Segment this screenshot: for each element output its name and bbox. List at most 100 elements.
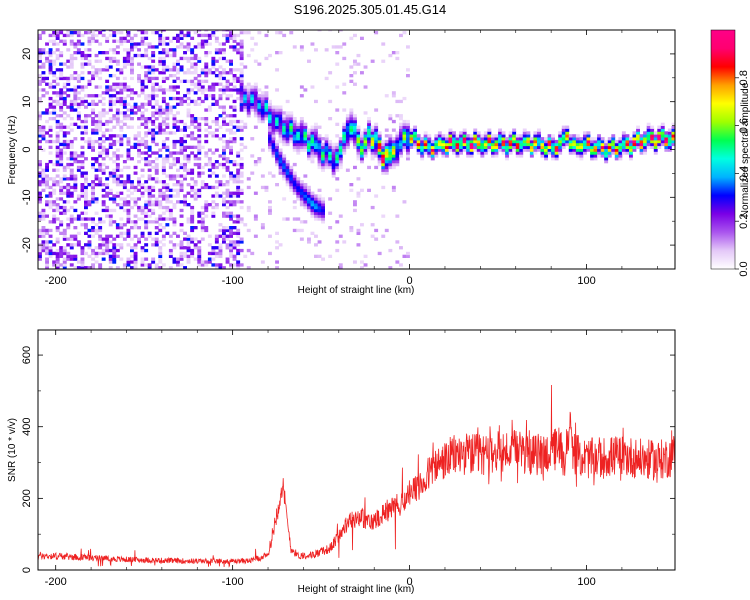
spectrogram-cell	[222, 151, 226, 155]
spectrogram-cell	[186, 108, 191, 112]
spectrogram-cell	[381, 142, 386, 147]
spectrogram-cell	[197, 240, 202, 244]
spectrogram-cell	[278, 168, 283, 172]
spectrogram-cell	[253, 214, 258, 218]
spectrogram-cell	[165, 76, 170, 81]
spectrogram-cell	[515, 134, 520, 138]
spectrogram-cell	[657, 125, 662, 129]
spectrogram-cell	[363, 263, 368, 267]
spectrogram-cell	[176, 33, 180, 38]
spectrogram-cell	[540, 151, 545, 155]
spectrogram-cell	[554, 157, 559, 161]
spectrogram-cell	[172, 119, 177, 124]
spectrogram-cell	[59, 148, 64, 152]
spectrogram-cell	[91, 31, 95, 35]
spectrogram-cell	[122, 231, 127, 235]
spectrogram-cell	[214, 99, 219, 104]
spectrogram-cell	[214, 263, 219, 267]
spectrogram-cell	[38, 214, 42, 218]
spectrogram-cell	[172, 174, 177, 178]
spectrogram-cell	[395, 131, 400, 135]
spectrogram-cell	[126, 260, 131, 264]
spectrogram-cell	[186, 234, 191, 238]
spectrogram-cell	[236, 128, 241, 132]
spectrogram-cell	[522, 142, 527, 147]
spectrogram-cell	[420, 139, 425, 144]
spectrogram-cell	[498, 128, 502, 132]
spectrogram-cell	[384, 165, 389, 170]
spectrogram-cell	[268, 105, 272, 109]
spectrogram-cell	[579, 151, 584, 155]
spectrogram-cell	[338, 45, 343, 49]
spectrogram-cell	[105, 91, 110, 95]
spectrogram-cell	[98, 119, 103, 124]
spectrogram-cell	[310, 125, 315, 129]
spectrogram-cell	[317, 200, 322, 204]
spectrogram-cell	[505, 145, 509, 149]
spectrogram-cell	[52, 51, 57, 55]
spectrogram-cell	[112, 174, 117, 178]
spectrogram-cell	[130, 59, 134, 63]
spectrogram-cell	[108, 128, 113, 132]
spectrogram-cell	[218, 48, 223, 52]
spectrogram-cell	[165, 36, 170, 40]
spectrogram-cell	[69, 59, 74, 63]
spectrogram-cell	[353, 59, 357, 63]
spectrogram-cell	[253, 42, 258, 46]
spectrogram-cell	[636, 139, 640, 144]
spectrogram-cell	[161, 131, 166, 135]
spectrogram-cell	[190, 171, 195, 175]
spectrogram-cell	[41, 168, 46, 172]
spectrogram-cell	[303, 137, 308, 141]
spectrogram-cell	[112, 48, 117, 52]
spectrogram-cell	[38, 248, 42, 253]
spectrogram-cell	[664, 137, 669, 141]
spectrogram-cell	[268, 53, 272, 58]
spectrogram-cell	[271, 151, 276, 155]
spectrogram-cell	[84, 185, 88, 190]
spectrogram-cell	[204, 151, 209, 155]
spectrogram-cell	[55, 168, 60, 172]
spectrogram-cell	[101, 194, 106, 198]
spectrogram-cell	[487, 134, 492, 138]
spectrogram-cell	[140, 234, 145, 238]
spectrogram-cell	[66, 251, 71, 256]
spectrogram-cell	[406, 137, 410, 141]
spectrogram-cell	[126, 137, 131, 141]
spectrogram-cell	[80, 51, 85, 55]
spectrogram-cell	[144, 188, 149, 192]
spectrogram-cell	[207, 108, 212, 112]
spectrogram-cell	[310, 205, 315, 210]
spectrogram-cell	[55, 154, 60, 158]
spectrogram-cell	[80, 165, 85, 170]
spectrogram-cell	[154, 231, 159, 235]
spectrogram-cell	[395, 214, 400, 218]
spectrogram-cell	[579, 139, 584, 144]
spectrogram-cell	[154, 111, 159, 115]
spectrogram-cell	[370, 223, 375, 227]
spectrogram-cell	[45, 260, 49, 264]
spectrogram-cell	[246, 53, 251, 58]
spectrogram-cell	[568, 142, 573, 147]
spectrogram-cell	[455, 137, 460, 141]
spectrogram-cell	[225, 82, 230, 86]
spectrogram-cell	[161, 180, 166, 184]
spectrogram-cell	[62, 260, 67, 264]
spectrogram-cell	[211, 131, 216, 135]
spectrogram-cell	[406, 128, 410, 132]
spectrogram-cell	[137, 205, 141, 210]
spectrogram-cell	[646, 122, 651, 126]
spectrogram-cell	[239, 137, 244, 141]
spectrogram-cell	[353, 142, 357, 147]
spectrogram-cell	[349, 134, 354, 138]
spectrogram-cell	[285, 122, 290, 126]
spectrogram-cell	[108, 234, 113, 238]
spectrogram-cell	[317, 194, 322, 198]
spectrogram-cell	[161, 36, 166, 40]
spectrogram-cell	[243, 96, 248, 101]
spectrogram-x-tick-label: 0	[407, 275, 413, 287]
spectrogram-cell	[66, 145, 71, 149]
spectrogram-cell	[147, 79, 152, 83]
spectrogram-cell	[611, 137, 616, 141]
spectrogram-cell	[144, 160, 149, 164]
